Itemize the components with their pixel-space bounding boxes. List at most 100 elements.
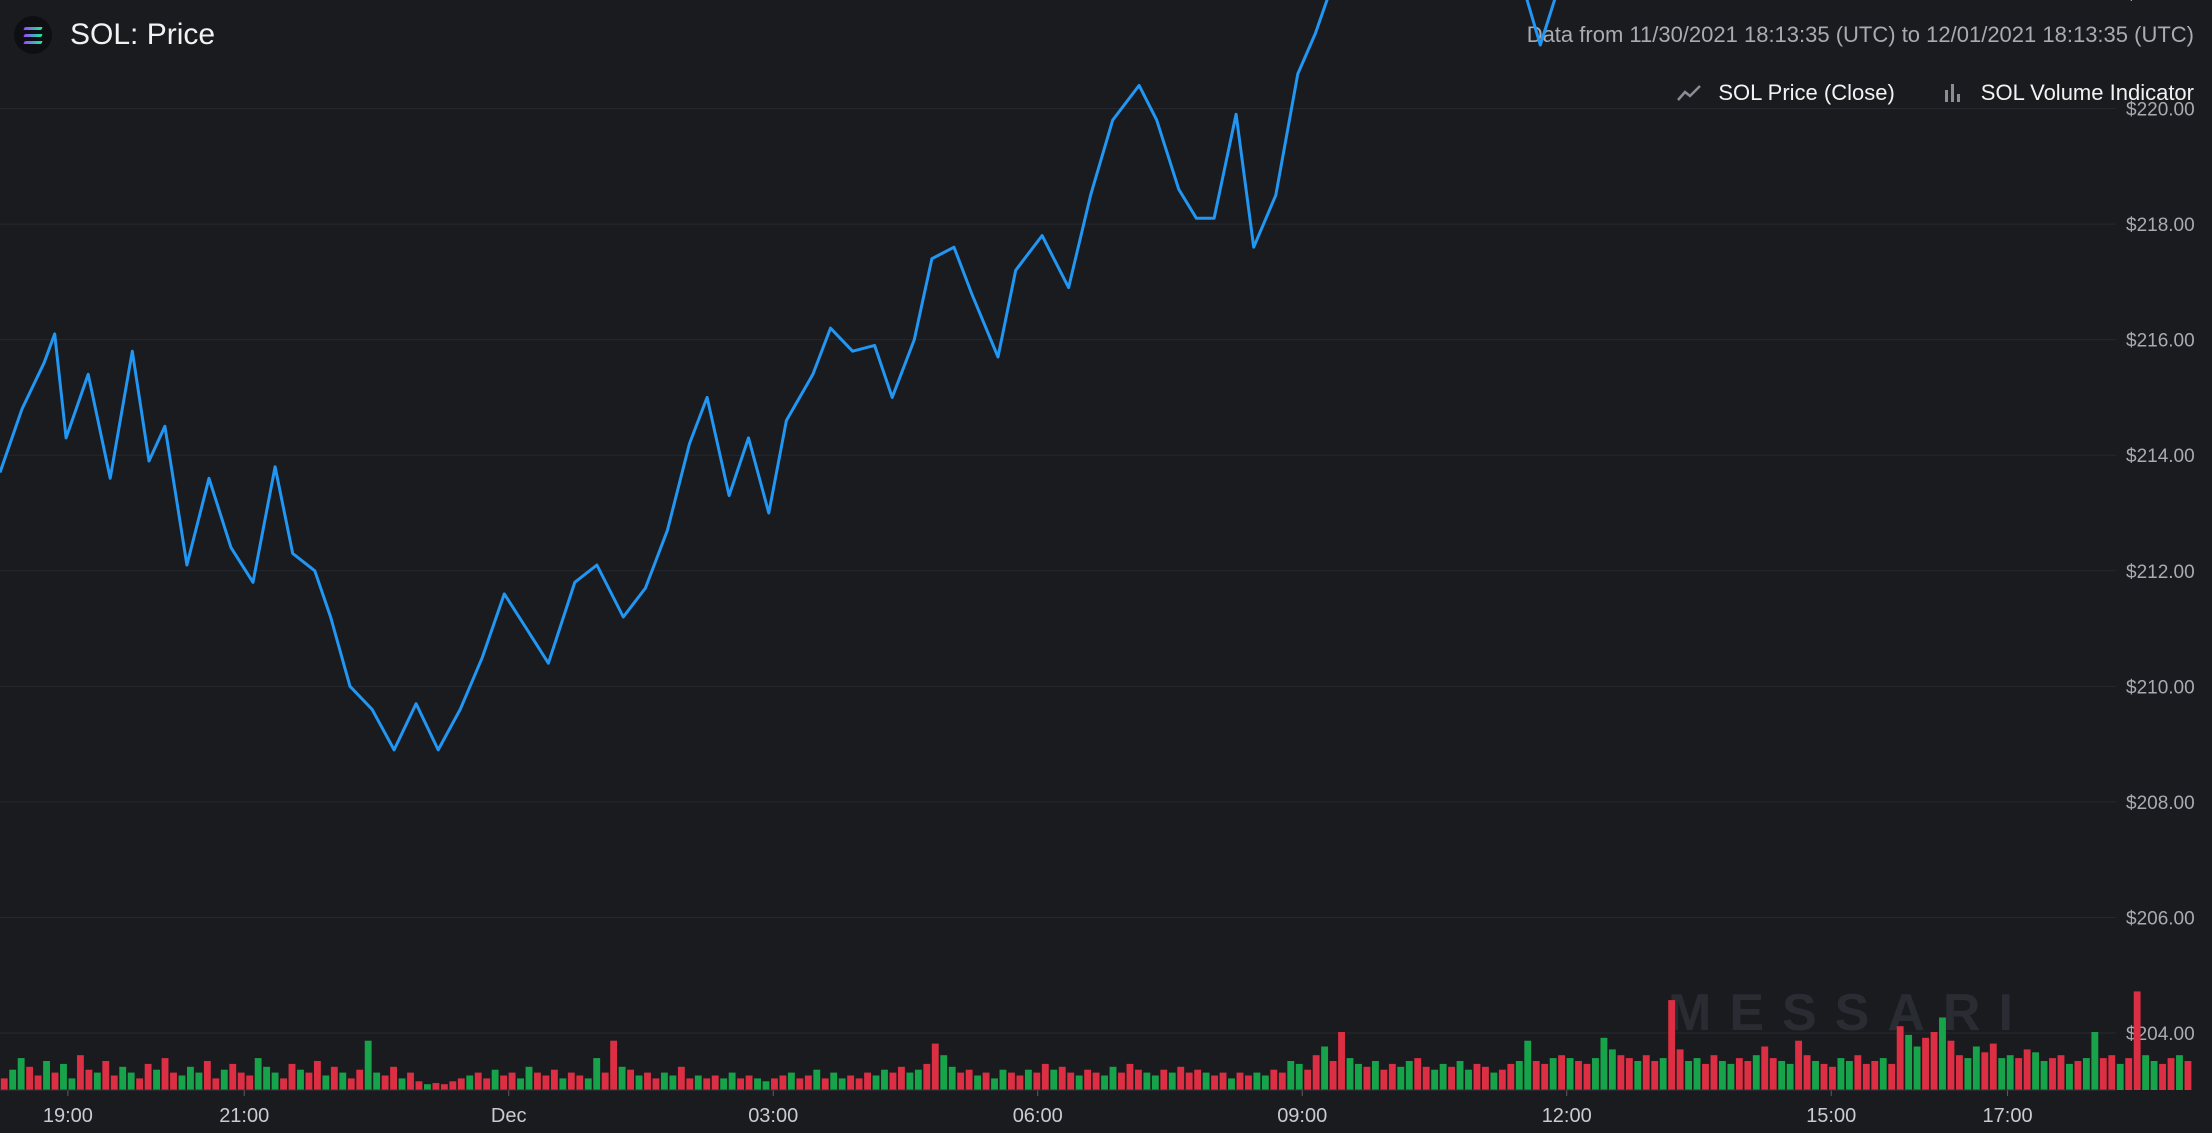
volume-bar bbox=[1456, 1061, 1464, 1090]
volume-bar bbox=[170, 1072, 177, 1090]
volume-bar bbox=[356, 1069, 364, 1090]
y-tick-label: $208.00 bbox=[2126, 793, 2195, 814]
chart-title: SOL: Price bbox=[70, 18, 216, 51]
volume-bar bbox=[1524, 1040, 1532, 1090]
volume-bar bbox=[914, 1069, 922, 1090]
volume-bar bbox=[881, 1069, 888, 1090]
volume-bar bbox=[1625, 1058, 1633, 1090]
volume-bar bbox=[991, 1078, 998, 1090]
volume-bar bbox=[1879, 1058, 1887, 1090]
volume-bar bbox=[1058, 1066, 1066, 1090]
volume-bar bbox=[728, 1072, 736, 1090]
volume-bar bbox=[686, 1078, 694, 1090]
volume-bar bbox=[220, 1069, 228, 1090]
volume-bar bbox=[2116, 1063, 2124, 1090]
volume-bar bbox=[1270, 1069, 1278, 1090]
volume-bar bbox=[500, 1075, 508, 1090]
volume-bar bbox=[1422, 1066, 1430, 1090]
solana-logo-icon bbox=[14, 16, 52, 54]
legend-item-price[interactable]: SOL Price (Close) bbox=[1676, 80, 1895, 106]
volume-bar bbox=[1261, 1075, 1269, 1090]
volume-bar bbox=[1498, 1069, 1506, 1090]
volume-bar bbox=[652, 1078, 660, 1090]
volume-bar bbox=[1482, 1066, 1489, 1090]
volume-bar bbox=[1939, 1017, 1946, 1090]
volume-bar bbox=[322, 1075, 330, 1090]
volume-bar bbox=[1245, 1075, 1252, 1090]
volume-bar bbox=[1024, 1069, 1032, 1090]
volume-bar bbox=[1896, 1026, 1904, 1090]
volume-bar bbox=[762, 1081, 770, 1090]
volume-bar bbox=[1397, 1066, 1405, 1090]
volume-bar bbox=[1592, 1058, 1599, 1090]
volume-bar bbox=[195, 1072, 203, 1090]
volume-bar bbox=[474, 1072, 482, 1090]
volume-bar bbox=[415, 1081, 423, 1090]
volume-bar bbox=[1253, 1072, 1261, 1090]
volume-bar bbox=[1431, 1069, 1439, 1090]
volume-bar bbox=[1541, 1063, 1549, 1090]
price-line bbox=[0, 0, 1557, 752]
line-chart-icon bbox=[1677, 85, 1702, 101]
volume-bar bbox=[1575, 1061, 1582, 1090]
volume-bar bbox=[466, 1075, 474, 1090]
legend-item-volume[interactable]: SOL Volume Indicator bbox=[1939, 80, 2194, 106]
volume-bar bbox=[1913, 1046, 1921, 1090]
volume-bar bbox=[1795, 1040, 1803, 1090]
volume-bar bbox=[1092, 1072, 1100, 1090]
volume-bar bbox=[2049, 1058, 2056, 1090]
volume-bar bbox=[1194, 1069, 1202, 1090]
volume-bar bbox=[102, 1061, 110, 1090]
legend-label-volume: SOL Volume Indicator bbox=[1980, 80, 2194, 105]
volume-bar bbox=[1659, 1058, 1667, 1090]
volume-bar bbox=[373, 1072, 381, 1090]
volume-bar bbox=[1295, 1063, 1303, 1090]
x-tick-label: 09:00 bbox=[1277, 1105, 1327, 1127]
volume-bar bbox=[618, 1066, 626, 1090]
volume-bar bbox=[1355, 1063, 1362, 1090]
volume-bar bbox=[2167, 1058, 2175, 1090]
volume-bar bbox=[9, 1069, 17, 1090]
volume-bar bbox=[677, 1066, 685, 1090]
volume-bar bbox=[940, 1055, 948, 1090]
volume-bar bbox=[280, 1078, 287, 1090]
volume-bar bbox=[1118, 1072, 1125, 1090]
volume-bar bbox=[1812, 1061, 1819, 1090]
volume-bar bbox=[1067, 1072, 1075, 1090]
volume-bar bbox=[584, 1078, 592, 1090]
volume-bar bbox=[1718, 1061, 1726, 1090]
volume-bar bbox=[1109, 1066, 1117, 1090]
volume-bar bbox=[627, 1069, 634, 1090]
volume-bar bbox=[1388, 1063, 1396, 1090]
volume-bar bbox=[508, 1072, 516, 1090]
volume-bar bbox=[1769, 1058, 1777, 1090]
volume-bar bbox=[1346, 1058, 1354, 1090]
volume-bar bbox=[187, 1066, 194, 1090]
volume-bar bbox=[1312, 1055, 1320, 1090]
volume-bar bbox=[1008, 1072, 1015, 1090]
volume-bar bbox=[1380, 1069, 1388, 1090]
volume-bar bbox=[1075, 1075, 1083, 1090]
volume-bar bbox=[2023, 1049, 2031, 1090]
volume-bar bbox=[1219, 1072, 1227, 1090]
x-tick-label: Dec bbox=[491, 1105, 527, 1127]
volume-bar bbox=[1922, 1037, 1929, 1090]
volume-bar bbox=[1727, 1063, 1735, 1090]
volume-bar bbox=[26, 1066, 34, 1090]
volume-bar bbox=[1228, 1078, 1235, 1090]
volume-bar bbox=[2142, 1055, 2150, 1090]
volume-bar bbox=[1490, 1072, 1498, 1090]
volume-bar bbox=[288, 1063, 296, 1090]
volume-bar bbox=[1558, 1055, 1566, 1090]
volume-bar bbox=[93, 1072, 101, 1090]
volume-bar bbox=[1778, 1061, 1786, 1090]
volume-bar bbox=[1363, 1066, 1371, 1090]
volume-bar bbox=[1600, 1037, 1608, 1090]
chart-header: SOL: Price Data from 11/30/2021 18:13:35… bbox=[0, 0, 2212, 150]
volume-bar bbox=[1473, 1063, 1481, 1090]
volume-bar bbox=[2074, 1061, 2082, 1090]
volume-bar bbox=[1448, 1066, 1456, 1090]
volume-bar bbox=[0, 1078, 8, 1090]
volume-bar bbox=[1710, 1055, 1718, 1090]
